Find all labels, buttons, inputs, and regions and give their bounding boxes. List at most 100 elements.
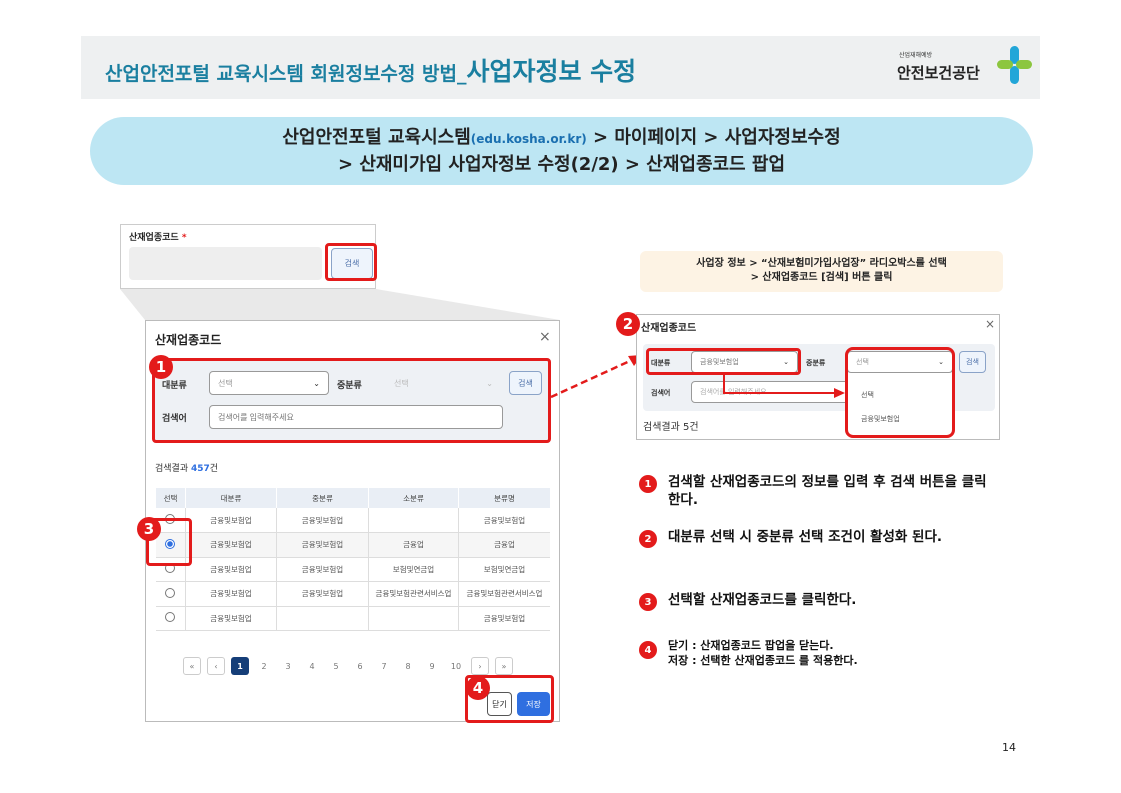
prev-page-button[interactable]: ‹ xyxy=(207,657,225,675)
highlight-box-1 xyxy=(152,358,551,443)
row-radio[interactable] xyxy=(165,612,176,623)
chevron-down-icon: ⌄ xyxy=(783,358,789,366)
page-title: 산업안전포털 교육시스템 회원정보수정 방법_사업자정보 수정 xyxy=(105,52,636,88)
filter-search-button[interactable]: 검색 xyxy=(509,371,542,395)
keyword-input[interactable] xyxy=(209,405,503,429)
example-modal: 산재업종코드 × 대분류 금융및보험업 ⌄ 중분류 선택 ⌄ 검색 검색어 검색어를… xyxy=(636,314,1000,440)
step-2-text: 대분류 선택 시 중분류 선택 조건이 활성화 된다. xyxy=(668,529,943,545)
result-label: 검색결과 xyxy=(155,464,191,474)
close-icon[interactable]: × xyxy=(985,317,996,331)
row-select-cell xyxy=(155,557,186,582)
page-button[interactable]: 9 xyxy=(429,661,435,671)
table-cell: 금융및보험업 xyxy=(458,508,550,533)
step-badge-2: 2 xyxy=(616,312,640,336)
example-major-label: 대분류 xyxy=(651,359,671,367)
close-icon[interactable]: × xyxy=(539,329,551,345)
table-cell xyxy=(368,508,459,533)
row-select-cell xyxy=(155,532,186,558)
step-badge-1: 1 xyxy=(149,355,173,379)
middle-select[interactable]: 선택 ⌄ xyxy=(386,371,501,395)
col-major: 대분류 xyxy=(185,488,277,508)
table-cell: 금융및보험업 xyxy=(185,581,277,607)
page-button[interactable]: 1 xyxy=(231,657,249,675)
logo-name: 안전보건공단 xyxy=(897,64,980,82)
arrow-icon xyxy=(723,375,845,398)
step-4-line2: 저장 : 선택한 산재업종코드 를 적용한다. xyxy=(668,654,858,667)
table-cell: 금융및보험업 xyxy=(185,557,277,582)
next-page-button[interactable]: › xyxy=(471,657,489,675)
table-cell: 금융및보험업 xyxy=(276,508,369,533)
breadcrumb-path: > 마이페이지 > 사업자정보수정 xyxy=(586,127,841,148)
industry-code-modal: 산재업종코드 × 대분류 선택 ⌄ 중분류 선택 ⌄ 검색 검색어 1 검색결과 4… xyxy=(137,320,560,723)
middle-label: 중분류 xyxy=(337,381,362,391)
page-button[interactable]: 6 xyxy=(357,661,363,671)
major-select[interactable]: 선택 ⌄ xyxy=(209,371,329,395)
page-button[interactable]: 3 xyxy=(285,661,291,671)
step-badge-4: 4 xyxy=(466,676,490,700)
table-cell: 금융및보험업 xyxy=(276,581,369,607)
table-row[interactable]: 금융및보험업 금융및보험업 금융및보험업 xyxy=(155,508,550,533)
cross-logo-icon xyxy=(997,46,1032,84)
example-search-button[interactable]: 검색 xyxy=(959,351,986,373)
close-button[interactable]: 닫기 xyxy=(487,692,512,716)
table-cell: 금융및보험업 xyxy=(276,557,369,582)
highlight-middle xyxy=(845,347,955,438)
page-button[interactable]: 4 xyxy=(309,661,315,671)
result-unit: 건 xyxy=(209,464,219,474)
example-middle-value: 선택 xyxy=(856,358,869,366)
major-label: 대분류 xyxy=(162,381,187,391)
table-cell xyxy=(276,606,369,631)
row-radio[interactable] xyxy=(165,538,176,549)
step-badge-4: 4 xyxy=(639,641,657,659)
table-cell: 금융및보험업 xyxy=(185,606,277,631)
example-major-value: 금융및보험업 xyxy=(700,358,739,366)
example-keyword-label: 검색어 xyxy=(651,389,671,397)
table-cell: 보험및연금업 xyxy=(458,557,550,582)
col-name: 분류명 xyxy=(458,488,550,508)
industry-code-input[interactable] xyxy=(129,247,322,280)
title-main: 사업자정보 수정 xyxy=(466,57,637,86)
logo-small-text: 산업재해예방 xyxy=(899,52,933,59)
chevron-down-icon: ⌄ xyxy=(313,378,320,388)
save-button[interactable]: 저장 xyxy=(517,692,550,716)
highlight-box-4 xyxy=(465,675,554,723)
row-select-cell xyxy=(155,581,186,607)
title-prefix: 산업안전포털 교육시스템 회원정보수정 방법_ xyxy=(105,63,467,85)
dropdown-option[interactable]: 선택 xyxy=(861,391,874,399)
table-row[interactable]: 금융및보험업 금융및보험업 보험및연금업 보험및연금업 xyxy=(155,557,550,582)
page-button[interactable]: 10 xyxy=(450,661,462,671)
kosha-logo: 산업재해예방 안전보건공단 xyxy=(897,44,1032,92)
tip-line2: > 산재업종코드 [검색] 버튼 클릭 xyxy=(750,272,893,283)
example-middle-label: 중분류 xyxy=(806,359,826,367)
col-select: 선택 xyxy=(155,488,186,508)
header-bar: 산업안전포털 교육시스템 회원정보수정 방법_사업자정보 수정 산업재해예방 안… xyxy=(81,36,1040,99)
middle-value: 선택 xyxy=(394,378,409,388)
chevron-down-icon: ⌄ xyxy=(486,378,493,388)
filter-panel: 대분류 선택 ⌄ 중분류 선택 ⌄ 검색 검색어 xyxy=(154,360,550,442)
step-4-line1: 닫기 : 산재업종코드 팝업을 닫는다. xyxy=(668,639,834,652)
results-table: 선택 대분류 중분류 소분류 분류명 금융및보험업 금융및보험업 금융및보험업 금융및… xyxy=(155,488,550,631)
last-page-button[interactable]: » xyxy=(495,657,513,675)
page-button[interactable]: 7 xyxy=(381,661,387,671)
industry-code-field-card: 산재업종코드 * 검색 xyxy=(120,224,377,289)
row-radio[interactable] xyxy=(165,587,176,598)
page-button[interactable]: 2 xyxy=(261,661,267,671)
highlight-major xyxy=(646,348,801,375)
page-number: 14 xyxy=(1002,741,1016,754)
step-3-text: 선택할 산재업종코드를 클릭한다. xyxy=(668,592,857,608)
table-row[interactable]: 금융및보험업 금융및보험업 금융및보험관련서비스업 금융및보험관련서비스업 xyxy=(155,581,550,607)
page-button[interactable]: 8 xyxy=(405,661,411,671)
first-page-button[interactable]: « xyxy=(183,657,201,675)
table-cell: 금융및보험업 xyxy=(458,606,550,631)
table-row[interactable]: 금융및보험업 금융및보험업 금융업 금융업 xyxy=(155,532,550,558)
table-cell: 금융및보험업 xyxy=(276,532,369,558)
col-middle: 중분류 xyxy=(276,488,369,508)
dropdown-option[interactable]: 금융및보험업 xyxy=(861,415,900,423)
page-button[interactable]: 5 xyxy=(333,661,339,671)
example-title: 산재업종코드 xyxy=(641,323,697,334)
step-4-text: 닫기 : 산재업종코드 팝업을 닫는다. 저장 : 선택한 산재업종코드 를 적… xyxy=(668,638,858,668)
pagination: « ‹ 1 2 3 4 5 6 7 8 9 10 › » xyxy=(183,657,513,675)
table-row[interactable]: 금융및보험업 금융및보험업 xyxy=(155,606,550,631)
step-badge-1: 1 xyxy=(639,475,657,493)
